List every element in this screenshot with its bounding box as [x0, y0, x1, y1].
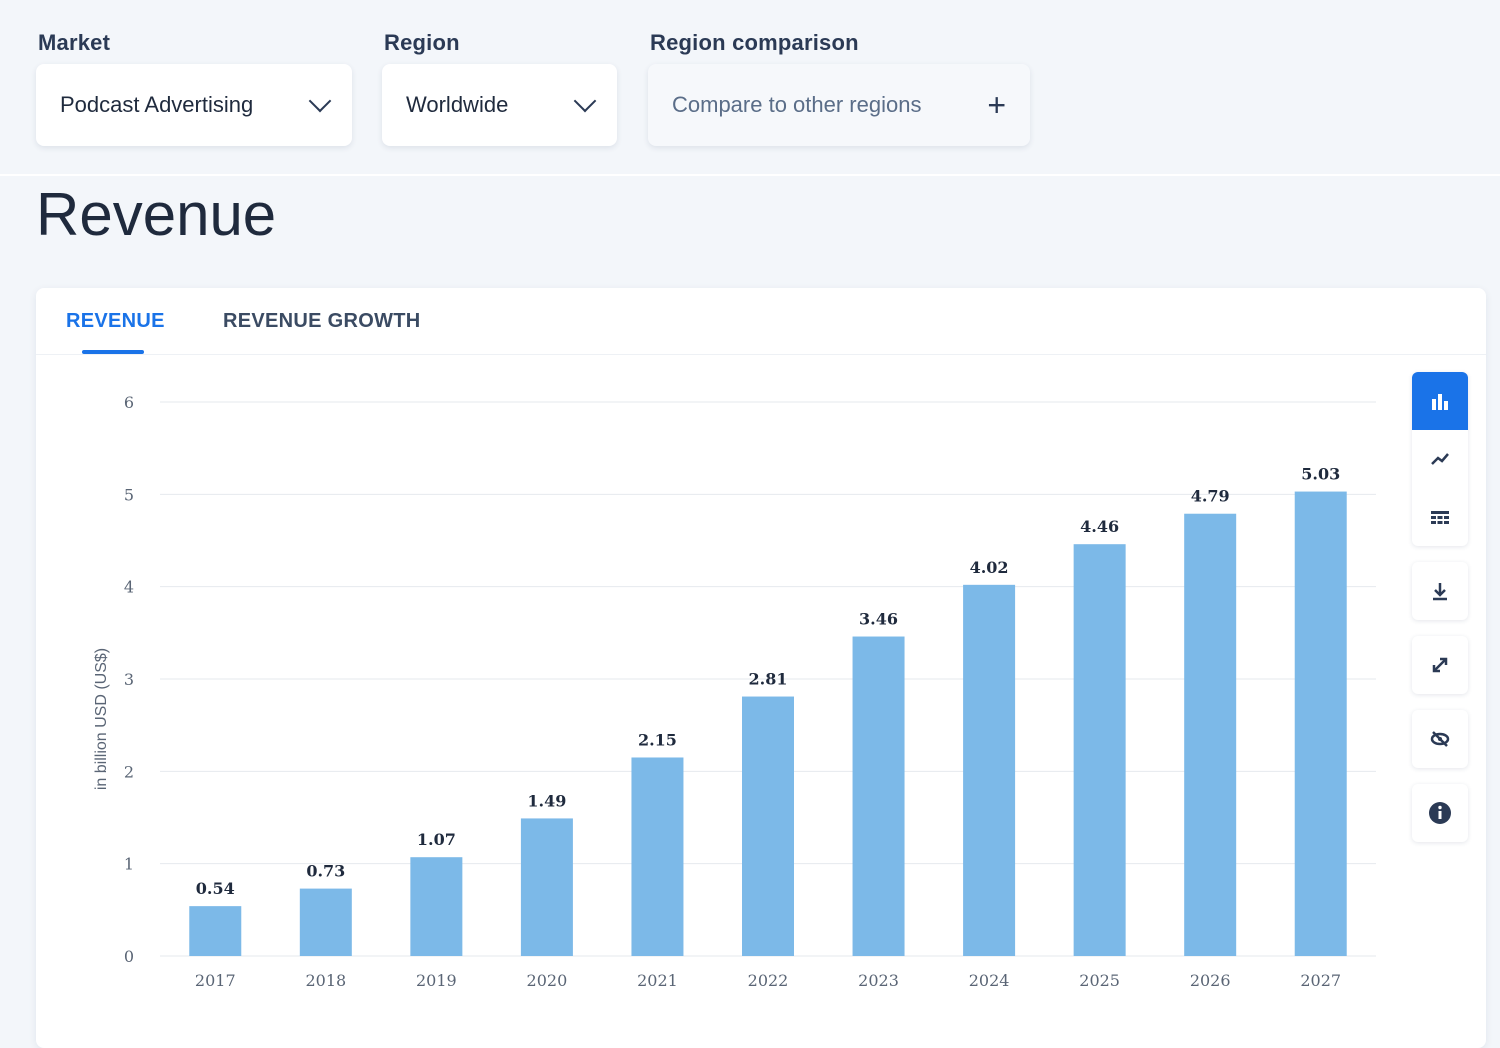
x-tick-label: 2024 — [969, 971, 1010, 990]
x-tick-label: 2026 — [1190, 971, 1231, 990]
plus-icon: + — [987, 87, 1006, 123]
chart-tabs: REVENUE REVENUE GROWTH — [36, 288, 1486, 355]
x-tick-label: 2017 — [195, 971, 236, 990]
x-tick-label: 2018 — [305, 971, 346, 990]
data-label: 3.46 — [859, 610, 898, 629]
hide-icon — [1430, 731, 1450, 747]
tab-revenue[interactable]: REVENUE — [66, 310, 165, 332]
y-tick-label: 2 — [124, 762, 134, 781]
data-label: 2.81 — [749, 670, 788, 689]
x-tick-label: 2027 — [1300, 971, 1341, 990]
market-value: Podcast Advertising — [60, 92, 254, 117]
hide-group — [1412, 710, 1468, 768]
bar-chart-button[interactable] — [1412, 372, 1468, 430]
table-icon — [1431, 511, 1449, 524]
bar — [520, 818, 573, 956]
bar — [1073, 544, 1126, 956]
y-tick-label: 3 — [124, 670, 134, 689]
bar — [631, 757, 684, 956]
line-chart-button[interactable] — [1412, 430, 1468, 488]
data-label: 4.02 — [970, 558, 1009, 577]
data-label: 1.49 — [527, 791, 566, 810]
bar — [852, 636, 905, 956]
market-select[interactable]: Podcast Advertising — [36, 64, 352, 146]
bar — [1184, 513, 1237, 956]
bar — [189, 906, 242, 956]
x-tick-label: 2025 — [1079, 971, 1120, 990]
market-label: Market — [38, 30, 111, 55]
download-icon — [1433, 583, 1447, 601]
market-filter: Market Podcast Advertising — [36, 30, 352, 146]
x-tick-label: 2022 — [748, 971, 789, 990]
filter-bar: Market Podcast Advertising Region Worldw… — [0, 0, 1500, 175]
region-value: Worldwide — [406, 92, 509, 117]
region-comparison-filter: Region comparison Compare to other regio… — [648, 30, 1030, 146]
info-icon — [1429, 802, 1451, 824]
data-label: 0.73 — [306, 862, 345, 881]
x-tick-label: 2021 — [637, 971, 678, 990]
line-chart-icon — [1431, 453, 1449, 465]
data-label: 2.15 — [638, 730, 677, 749]
x-tick-label: 2020 — [527, 971, 568, 990]
tab-revenue-growth[interactable]: REVENUE GROWTH — [223, 310, 421, 332]
expand-icon — [1432, 657, 1448, 673]
compare-regions-button[interactable]: Compare to other regions + — [648, 64, 1030, 146]
region-label: Region — [384, 30, 460, 55]
page-title: Revenue — [36, 181, 277, 248]
compare-regions-placeholder: Compare to other regions — [672, 92, 922, 117]
region-filter: Region Worldwide — [382, 30, 617, 146]
data-label: 0.54 — [196, 879, 235, 898]
hide-button[interactable] — [1412, 710, 1468, 768]
info-group — [1412, 784, 1468, 842]
data-label: 5.03 — [1301, 465, 1340, 484]
data-label: 4.46 — [1080, 517, 1119, 536]
y-tick-label: 1 — [124, 855, 134, 874]
section-divider — [0, 174, 1500, 176]
bar — [410, 857, 463, 956]
fullscreen-button[interactable] — [1412, 636, 1468, 694]
bar — [742, 696, 794, 956]
chevron-down-icon — [573, 89, 597, 113]
bar — [299, 888, 352, 956]
chart-toolbar — [1412, 372, 1468, 842]
y-tick-label: 4 — [124, 578, 134, 597]
bar — [963, 584, 1016, 956]
region-comparison-label: Region comparison — [650, 30, 859, 55]
x-tick-label: 2019 — [416, 971, 457, 990]
data-label: 4.79 — [1191, 487, 1230, 506]
data-label: 1.07 — [417, 830, 456, 849]
bar — [1294, 491, 1347, 956]
region-select[interactable]: Worldwide — [382, 64, 617, 146]
y-axis-label: in billion USD (US$) — [93, 648, 110, 790]
y-tick-label: 0 — [124, 947, 134, 966]
bar-chart-icon — [1432, 394, 1448, 410]
y-tick-label: 5 — [124, 485, 134, 504]
x-tick-label: 2023 — [858, 971, 899, 990]
expand-group — [1412, 636, 1468, 694]
chart-type-group — [1412, 372, 1468, 546]
info-button[interactable] — [1412, 784, 1468, 842]
table-view-button[interactable] — [1412, 488, 1468, 546]
active-tab-indicator — [82, 350, 144, 354]
download-group — [1412, 562, 1468, 620]
chevron-down-icon — [308, 89, 332, 113]
y-tick-label: 6 — [124, 393, 134, 412]
revenue-bar-chart: 0 1 2 3 4 5 6 in billion USD (US$) 0.54 2017 0.73 2… — [93, 393, 1376, 990]
download-button[interactable] — [1412, 562, 1468, 620]
